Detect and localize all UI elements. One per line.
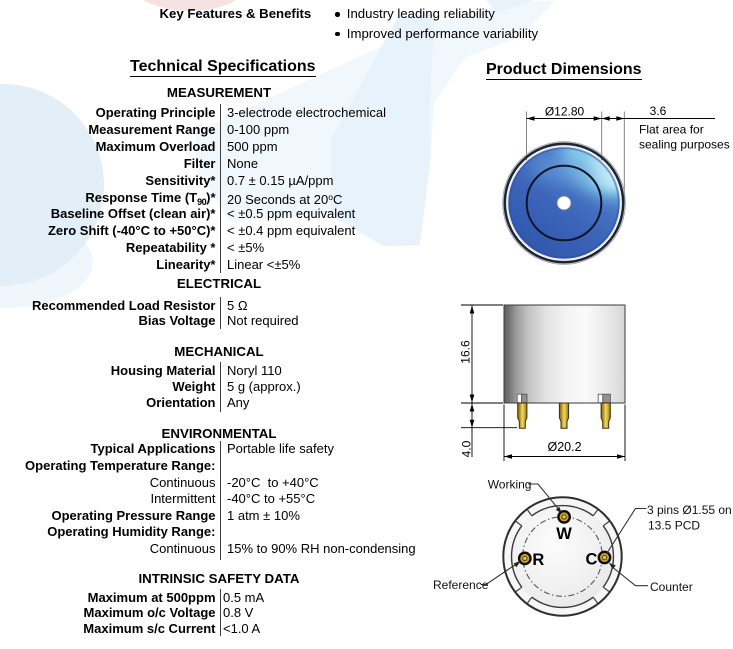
svg-text:sealing purposes: sealing purposes xyxy=(639,138,730,152)
svg-text:3 pins Ø1.55 on: 3 pins Ø1.55 on xyxy=(647,503,732,517)
svg-text:Working: Working xyxy=(488,478,532,492)
svg-text:Ø12.80: Ø12.80 xyxy=(545,105,585,119)
svg-text:W: W xyxy=(556,525,572,543)
svg-text:4.0: 4.0 xyxy=(460,440,474,457)
svg-text:Flat area for: Flat area for xyxy=(639,123,704,137)
svg-text:16.6: 16.6 xyxy=(459,340,473,364)
svg-text:3.6: 3.6 xyxy=(650,104,667,118)
svg-text:Ø20.2: Ø20.2 xyxy=(547,440,581,454)
svg-text:13.5 PCD: 13.5 PCD xyxy=(648,519,700,533)
svg-text:Reference: Reference xyxy=(433,578,489,592)
svg-text:C: C xyxy=(586,551,598,569)
svg-text:R: R xyxy=(532,551,544,569)
svg-text:Counter: Counter xyxy=(650,580,693,594)
